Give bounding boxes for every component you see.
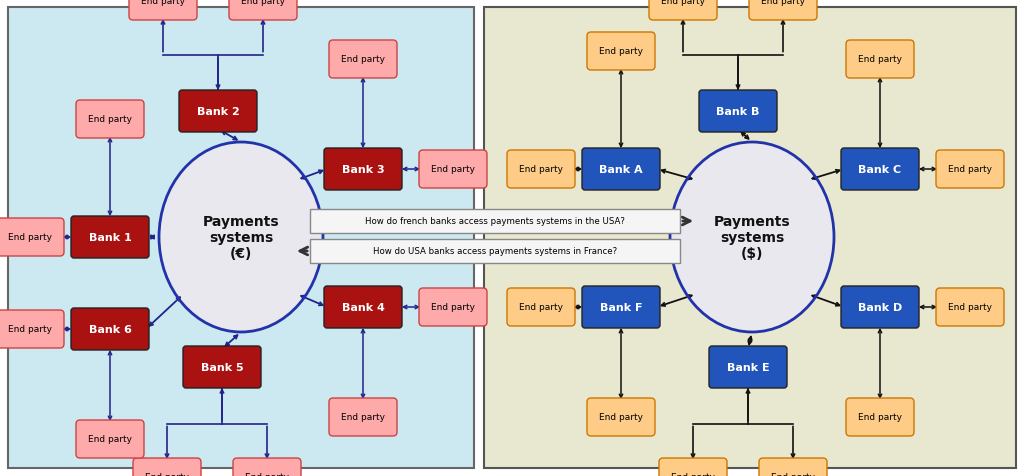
FancyBboxPatch shape [846,398,914,436]
FancyBboxPatch shape [759,458,827,476]
Text: Bank 5: Bank 5 [201,362,244,372]
Text: End party: End party [341,55,385,64]
Text: Bank 6: Bank 6 [88,324,131,334]
Text: End party: End party [599,413,643,422]
Text: Payments
systems
(€): Payments systems (€) [203,214,280,261]
Text: End party: End party [519,303,563,312]
Text: Bank 4: Bank 4 [342,302,384,312]
FancyBboxPatch shape [71,217,150,258]
FancyBboxPatch shape [129,0,197,21]
Text: End party: End party [241,0,285,7]
Text: Payments
systems
($): Payments systems ($) [714,214,791,261]
Text: End party: End party [341,413,385,422]
FancyBboxPatch shape [71,308,150,350]
Text: Bank E: Bank E [727,362,769,372]
Text: Bank B: Bank B [717,107,760,117]
Ellipse shape [159,143,323,332]
FancyBboxPatch shape [310,209,680,234]
Text: End party: End party [88,115,132,124]
Text: Bank D: Bank D [858,302,902,312]
FancyBboxPatch shape [587,398,655,436]
Text: End party: End party [431,303,475,312]
Text: End party: End party [671,473,715,476]
FancyBboxPatch shape [76,420,144,458]
Text: How do french banks access payments systems in the USA?: How do french banks access payments syst… [366,217,625,226]
FancyBboxPatch shape [841,287,919,328]
Text: Bank 2: Bank 2 [197,107,240,117]
FancyBboxPatch shape [846,41,914,79]
FancyBboxPatch shape [310,239,680,263]
FancyBboxPatch shape [419,151,487,188]
Text: How do USA banks access payments systems in France?: How do USA banks access payments systems… [373,247,617,256]
Text: Bank C: Bank C [858,165,901,175]
Text: Bank A: Bank A [599,165,643,175]
FancyBboxPatch shape [329,398,397,436]
Text: End party: End party [88,435,132,444]
Text: End party: End party [948,303,992,312]
Text: End party: End party [145,473,189,476]
FancyBboxPatch shape [699,91,777,133]
Text: End party: End party [245,473,289,476]
FancyBboxPatch shape [329,41,397,79]
FancyBboxPatch shape [936,151,1004,188]
FancyBboxPatch shape [484,8,1016,468]
Text: End party: End party [8,233,52,242]
Text: End party: End party [519,165,563,174]
FancyBboxPatch shape [587,33,655,71]
Ellipse shape [670,143,834,332]
FancyBboxPatch shape [324,287,402,328]
Text: Bank 3: Bank 3 [342,165,384,175]
FancyBboxPatch shape [0,218,65,257]
FancyBboxPatch shape [582,287,660,328]
Text: End party: End party [858,55,902,64]
Text: End party: End party [858,413,902,422]
FancyBboxPatch shape [133,458,201,476]
FancyBboxPatch shape [8,8,474,468]
FancyBboxPatch shape [659,458,727,476]
FancyBboxPatch shape [0,310,65,348]
FancyBboxPatch shape [507,151,575,188]
Text: End party: End party [771,473,815,476]
Text: Bank 1: Bank 1 [89,232,131,242]
Text: End party: End party [141,0,185,7]
FancyBboxPatch shape [419,288,487,327]
FancyBboxPatch shape [749,0,817,21]
FancyBboxPatch shape [507,288,575,327]
FancyBboxPatch shape [229,0,297,21]
Text: End party: End party [662,0,705,7]
FancyBboxPatch shape [841,149,919,190]
Text: End party: End party [761,0,805,7]
Text: End party: End party [948,165,992,174]
FancyBboxPatch shape [709,346,787,388]
FancyBboxPatch shape [233,458,301,476]
Ellipse shape [672,145,831,330]
FancyBboxPatch shape [183,346,261,388]
Text: End party: End party [431,165,475,174]
FancyBboxPatch shape [179,91,257,133]
FancyBboxPatch shape [936,288,1004,327]
Ellipse shape [161,145,321,330]
FancyBboxPatch shape [324,149,402,190]
FancyBboxPatch shape [582,149,660,190]
FancyBboxPatch shape [649,0,717,21]
Text: End party: End party [599,48,643,56]
FancyBboxPatch shape [76,101,144,139]
Text: Bank F: Bank F [600,302,642,312]
Text: End party: End party [8,325,52,334]
